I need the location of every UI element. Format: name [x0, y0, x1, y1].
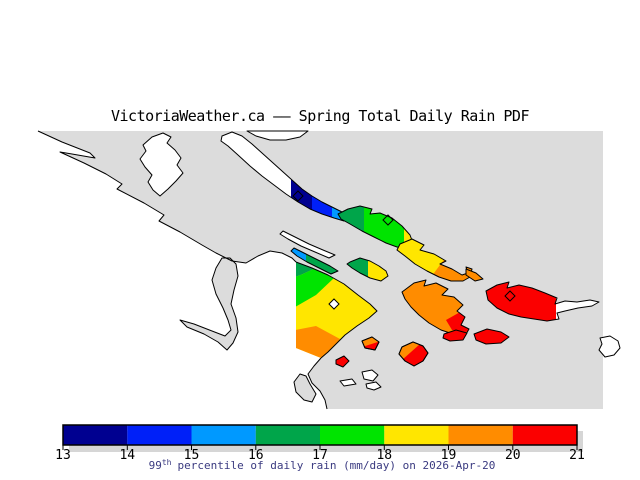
colorbar-segment-14-15	[127, 425, 192, 445]
mid-red-islet-coastline	[361, 336, 380, 351]
discovery-orange-band	[399, 342, 420, 360]
page-title: VictoriaWeather.ca —— Spring Total Daily…	[110, 107, 530, 125]
station-marker-diamond	[292, 190, 304, 202]
colorbar: 13 14 15 16 17 18 19 20 21 99th percentil…	[55, 424, 585, 472]
rain-band-16-17	[296, 262, 318, 279]
station-marker-diamond	[504, 290, 516, 302]
discovery-island-coastline	[398, 341, 429, 367]
caption-number: 99	[149, 459, 162, 472]
colorbar-segment-19-20	[448, 425, 513, 445]
small-white-islet	[339, 378, 357, 387]
sliver-island-coastline	[290, 247, 339, 275]
caption-text: percentile of daily rain (mm/day) on 202…	[178, 459, 496, 472]
tick-label: 13	[55, 448, 71, 463]
station-marker-diamond	[328, 298, 340, 310]
valdes-island-base	[221, 132, 350, 221]
tick-label: 20	[505, 448, 521, 463]
vancouver-island-land	[0, 131, 377, 409]
colorbar-segment-18-19	[384, 425, 449, 445]
thetis-island	[139, 132, 184, 197]
tick-label: 18	[376, 448, 392, 463]
galiano-sliver-island	[279, 230, 336, 259]
pender-island-coastline	[396, 238, 473, 282]
rain-band-17-18	[296, 267, 334, 310]
tiny-red-islet	[335, 355, 350, 368]
colorbar-segment-16-17	[255, 425, 321, 445]
top-edge-island	[246, 130, 309, 141]
colorbar-segment-15-16	[191, 425, 256, 445]
colorbar-segment-20-21	[512, 425, 577, 445]
colorbar-ticks	[62, 445, 578, 450]
caption-superscript: th	[162, 458, 172, 467]
small-white-islet	[361, 369, 379, 382]
rain-band-19-20	[399, 342, 420, 360]
colorbar-segment-17-18	[320, 425, 385, 445]
orcas-island-coastline	[485, 281, 600, 322]
station-marker-diamond	[382, 214, 394, 226]
colorbar-segment-13-14	[63, 425, 128, 445]
rain-band-19-20	[362, 337, 379, 347]
victoria-coastline	[307, 357, 328, 410]
small-red-islet	[442, 329, 468, 342]
mid-islet-orange-band	[362, 337, 379, 347]
small-orange-islet	[465, 268, 484, 282]
tick-label: 19	[441, 448, 457, 463]
prevost-island-coastline	[346, 257, 389, 282]
tick-label: 21	[569, 448, 585, 463]
tick-label: 14	[119, 448, 135, 463]
vancouver-island-coastline	[37, 130, 297, 264]
small-red-islet	[473, 328, 510, 345]
saturna-island-coastline	[401, 279, 470, 337]
rain-band-20-21	[446, 311, 469, 332]
tick-label: 17	[312, 448, 328, 463]
colorbar-caption: 99th percentile of daily rain (mm/day) on…	[149, 458, 496, 472]
esquimalt-harbour	[293, 373, 317, 403]
tick-label: 15	[184, 448, 200, 463]
map-edge-islet	[598, 335, 621, 358]
saanich-inlet	[179, 257, 239, 351]
tick-label: 16	[248, 448, 264, 463]
small-white-islet	[365, 381, 382, 391]
peninsula-coastline	[295, 261, 378, 359]
